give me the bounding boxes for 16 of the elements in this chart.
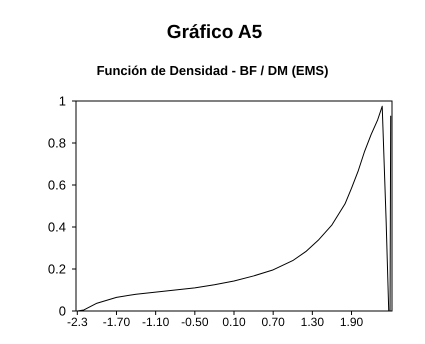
x-tick-label: 1.90: [340, 315, 364, 329]
y-tick-label: 0.4: [48, 220, 66, 234]
y-tick-label: 0: [58, 304, 66, 318]
chart-subtitle: Función de Densidad - BF / DM (EMS): [96, 63, 328, 78]
x-tick-label: 1.30: [300, 315, 324, 329]
x-tick-label: -0.50: [181, 315, 209, 329]
x-tick-label: 0.10: [222, 315, 246, 329]
y-tick-label: 1: [58, 94, 66, 108]
y-tick-label: 0.8: [48, 136, 66, 150]
x-tick-label: -2.3: [66, 315, 88, 329]
x-tick-label: -1.70: [102, 315, 130, 329]
x-tick-label: 0.70: [261, 315, 286, 329]
chart-title: Gráfico A5: [166, 22, 263, 43]
y-tick-label: 0.6: [48, 178, 66, 192]
x-tick-label: -1.10: [142, 315, 170, 329]
y-tick-label: 0.2: [48, 262, 66, 276]
